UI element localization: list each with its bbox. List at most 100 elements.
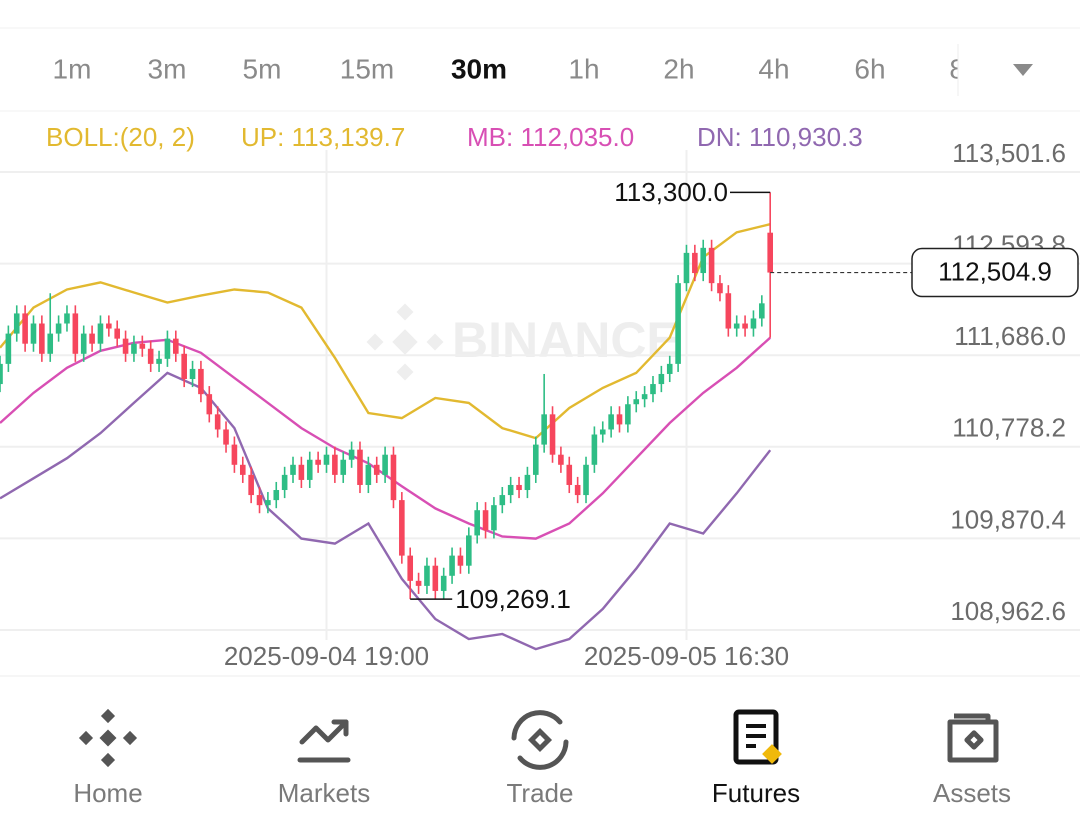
timeframe-tabs: 1m 3m 5m 15m 30m 1h 2h 4h 6h 8h	[53, 53, 981, 84]
candle-body	[340, 459, 347, 475]
candle-body	[566, 464, 573, 485]
last-price-label: 112,504.9	[938, 256, 1052, 286]
candle-body	[532, 444, 539, 475]
candle-body	[147, 348, 154, 364]
candle-body	[164, 338, 171, 359]
candle-body	[733, 323, 740, 329]
candle-body	[457, 555, 464, 566]
nav-label[interactable]: Assets	[933, 778, 1011, 808]
tab[interactable]: 4h	[758, 53, 789, 84]
candle-body	[675, 283, 681, 364]
candle-body	[382, 454, 388, 475]
candle-body	[206, 394, 213, 415]
nav-label[interactable]: Trade	[507, 778, 574, 808]
candle-body	[239, 464, 246, 475]
candle-body	[357, 449, 363, 485]
home-icon[interactable]	[78, 708, 138, 768]
candle-body	[231, 444, 238, 465]
candle-body	[5, 333, 12, 364]
candle-body	[742, 323, 748, 329]
candle-body	[599, 429, 606, 435]
candle-body	[131, 343, 137, 354]
tab[interactable]: 1h	[568, 53, 599, 84]
more-timeframes[interactable]	[1013, 64, 1033, 76]
candle-body	[64, 313, 70, 324]
candle-body	[466, 535, 472, 566]
candle-body	[591, 434, 598, 465]
watermark-text: BINANCE	[452, 312, 680, 368]
candle-body	[332, 454, 338, 475]
watermark-logo	[366, 303, 444, 381]
candle-body	[633, 399, 640, 405]
candle-body	[365, 464, 372, 485]
candle-body	[641, 394, 648, 400]
assets-icon[interactable]	[947, 713, 999, 763]
candle-body	[700, 247, 707, 274]
candle-body	[80, 333, 87, 354]
y-tick-label: 110,778.2	[952, 413, 1066, 443]
candle-body	[759, 303, 765, 319]
candle-body	[558, 454, 564, 465]
candle-body	[767, 232, 773, 273]
tab[interactable]: 30m	[451, 53, 507, 84]
candle-body	[13, 313, 20, 334]
candle-body	[0, 363, 3, 385]
candle-body	[256, 495, 263, 506]
candle-body	[750, 318, 757, 329]
candle-body	[625, 404, 631, 425]
nav-label[interactable]: Home	[73, 778, 142, 808]
candle-body	[273, 490, 280, 501]
candle-body	[223, 429, 229, 445]
low-marker-label: 109,269.1	[455, 584, 571, 614]
candle-body	[474, 510, 480, 536]
candle-body	[248, 474, 254, 496]
tab[interactable]: 3m	[148, 53, 187, 84]
candle-body	[666, 363, 673, 374]
candle-body	[72, 313, 79, 354]
x-tick-label: 2025-09-05 16:30	[584, 641, 789, 671]
candle-body	[181, 353, 187, 380]
tab[interactable]: 1m	[53, 53, 92, 84]
candle-body	[198, 368, 204, 395]
band-line	[0, 371, 772, 651]
candle-body	[683, 252, 690, 284]
tab[interactable]: 15m	[340, 53, 394, 84]
candle-body	[583, 464, 589, 496]
bottom-nav: Home Markets Trade Futures Assets	[73, 708, 1011, 808]
candle-body	[390, 454, 397, 501]
candle-body	[449, 555, 455, 576]
candle-body	[189, 368, 196, 380]
candle-body	[47, 333, 54, 354]
high-marker-label: 113,300.0	[614, 177, 728, 207]
tab[interactable]: 5m	[243, 53, 282, 84]
candle-body	[39, 323, 45, 354]
candle-body	[482, 510, 489, 531]
candle-body	[306, 459, 313, 480]
candle-body	[541, 414, 547, 445]
tab[interactable]: 6h	[854, 53, 885, 84]
tab[interactable]: 2h	[663, 53, 694, 84]
trade-icon[interactable]	[511, 710, 569, 770]
candle-body	[616, 414, 623, 425]
candle-body	[373, 464, 380, 475]
y-tick-label: 113,501.6	[952, 138, 1066, 168]
markets-icon[interactable]	[297, 719, 351, 763]
candle-body	[298, 464, 305, 480]
candle-body	[315, 459, 321, 465]
candle-body	[708, 247, 715, 284]
last-price-box	[911, 247, 1079, 298]
futures-icon[interactable]	[733, 709, 782, 765]
plot	[0, 192, 773, 651]
nav-label[interactable]: Futures	[712, 778, 800, 808]
candle-body	[440, 575, 447, 591]
candle-body	[214, 414, 221, 430]
candle-body	[424, 565, 430, 586]
candle-body	[97, 323, 104, 344]
nav-label[interactable]: Markets	[278, 778, 370, 808]
candle-body	[30, 323, 37, 344]
candle-body	[89, 333, 95, 344]
axes: 108,962.6 109,870.4 110,778.2 111,686.0 112,…	[224, 138, 1079, 671]
candle-body	[173, 338, 179, 354]
candle-body	[265, 500, 271, 506]
candle-body	[524, 474, 531, 491]
